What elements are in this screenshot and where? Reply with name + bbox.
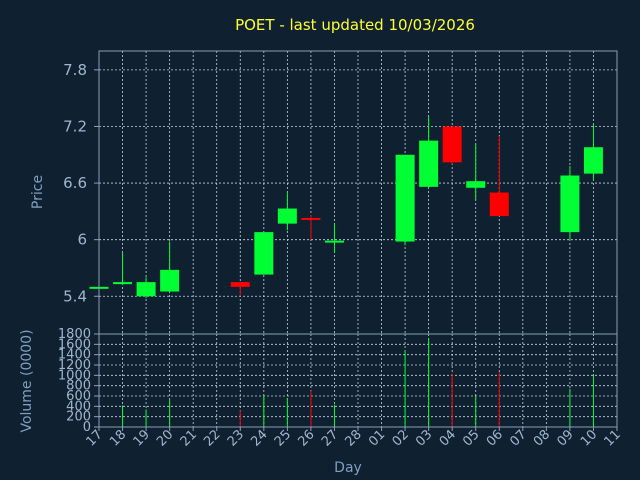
x-tick-label: 01: [366, 427, 388, 449]
candle-body: [113, 282, 133, 285]
x-tick-label: 21: [178, 427, 200, 449]
candles: [89, 117, 603, 299]
x-tick-label: 27: [319, 427, 341, 449]
candle-body: [136, 282, 156, 297]
x-tick-label: 04: [437, 427, 459, 449]
candle-body: [419, 140, 439, 187]
x-tick-label: 03: [413, 427, 435, 449]
price-axis-label: Price: [30, 175, 46, 209]
x-tick-label: 22: [201, 427, 223, 449]
x-tick-label: 20: [154, 427, 176, 449]
x-tick-label: 02: [390, 427, 412, 449]
candle-body: [489, 192, 509, 217]
x-tick-label: 10: [578, 427, 600, 449]
x-tick-label: 06: [484, 427, 506, 449]
volume-tick-label: 800: [66, 379, 91, 394]
x-tick-label: 18: [107, 427, 129, 449]
x-tick-label: 23: [225, 427, 247, 449]
x-tick-label: 05: [460, 427, 482, 449]
candle-body: [277, 208, 297, 224]
x-tick-label: 07: [507, 427, 529, 449]
x-tick-label: 28: [343, 427, 365, 449]
price-panel: 5.4 6 6.6 7.2 7.8: [63, 50, 618, 335]
x-tick-label: 11: [602, 427, 624, 449]
volume-tick-label: 1000: [58, 368, 91, 383]
volume-tick-label: 400: [66, 399, 91, 414]
candle-body: [466, 181, 486, 188]
price-tick-label: 5.4: [63, 287, 87, 305]
x-tick-label: 08: [531, 427, 553, 449]
volume-tick-label: 600: [66, 389, 91, 404]
x-axis-label: Day: [334, 460, 362, 476]
candle-body: [395, 154, 415, 242]
candle-body: [442, 126, 462, 163]
candle-body: [301, 217, 321, 220]
x-tick-label: 19: [131, 427, 153, 449]
x-ticks: 17 18 19 20 21 22 23 24 25 26 27 28 01 02 03 04 05 06 07 08…: [84, 427, 624, 450]
chart-title: POET - last updated 10/03/2026: [235, 16, 475, 34]
volume-tick-label: 1800: [58, 327, 91, 342]
x-tick-label: 24: [248, 427, 270, 449]
price-y-ticks: 5.4 6 6.6 7.2 7.8: [63, 61, 99, 305]
volume-tick-label: 200: [66, 410, 91, 425]
volume-bars: [122, 338, 594, 427]
x-tick-label: 26: [295, 427, 317, 449]
price-tick-label: 6: [77, 231, 87, 249]
price-tick-label: 7.2: [63, 117, 87, 135]
volume-tick-label: 1600: [58, 337, 91, 352]
candle-body: [230, 282, 250, 287]
volume-grid: [99, 334, 617, 427]
candle-body: [583, 147, 603, 174]
volume-tick-label: 0: [83, 420, 91, 435]
volume-tick-label: 1200: [58, 358, 91, 373]
candle-body: [560, 175, 580, 233]
candle-body: [254, 232, 274, 275]
candle-body: [324, 240, 344, 243]
volume-axis-label: Volume (0000): [19, 329, 35, 432]
price-tick-label: 6.6: [63, 174, 87, 192]
volume-tick-label: 1400: [58, 348, 91, 363]
price-tick-label: 7.8: [63, 61, 87, 79]
x-tick-label: 25: [272, 427, 294, 449]
candle-body: [160, 269, 180, 292]
x-tick-label: 09: [554, 427, 576, 449]
